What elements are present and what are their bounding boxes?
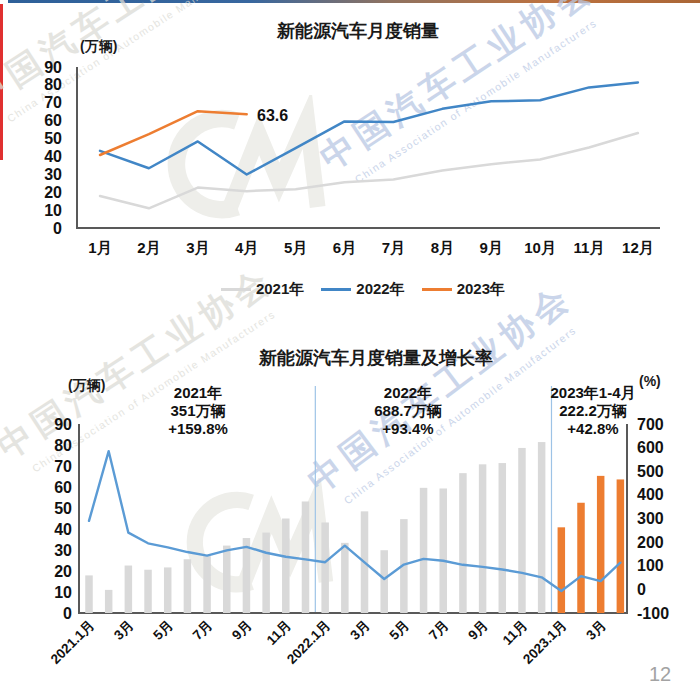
legend-swatch-2022 — [321, 288, 351, 292]
bottom-chart-title: 新能源汽车月度销量及增长率 — [26, 346, 700, 370]
bottom-chart-unit-left: (万辆) — [68, 377, 105, 395]
svg-text:70: 70 — [44, 94, 62, 111]
svg-text:7月: 7月 — [426, 618, 451, 643]
svg-text:5月: 5月 — [284, 239, 307, 256]
svg-text:30: 30 — [54, 542, 72, 559]
legend-label-2021: 2021年 — [256, 280, 304, 299]
svg-text:90: 90 — [54, 416, 72, 433]
svg-text:12月: 12月 — [622, 239, 654, 256]
svg-text:100: 100 — [637, 557, 664, 574]
svg-text:20: 20 — [44, 184, 62, 201]
svg-text:1月: 1月 — [88, 239, 111, 256]
svg-text:600: 600 — [637, 439, 664, 456]
svg-text:400: 400 — [637, 486, 664, 503]
svg-text:60: 60 — [44, 112, 62, 129]
top-chart-unit-label: (万辆) — [80, 38, 117, 56]
data-label-63-6: 63.6 — [257, 107, 288, 125]
svg-text:300: 300 — [637, 510, 664, 527]
svg-text:11月: 11月 — [264, 618, 294, 648]
top-chart-legend: 2021年 2022年 2023年 — [13, 280, 700, 299]
svg-text:10: 10 — [54, 584, 72, 601]
svg-text:200: 200 — [637, 534, 664, 551]
svg-text:0: 0 — [637, 581, 646, 598]
legend-item-2021: 2021年 — [221, 280, 304, 299]
svg-text:3月: 3月 — [583, 618, 608, 643]
legend-item-2022: 2022年 — [321, 280, 404, 299]
svg-text:2月: 2月 — [137, 239, 160, 256]
svg-text:10月: 10月 — [524, 239, 556, 256]
svg-text:30: 30 — [44, 166, 62, 183]
legend-label-2023: 2023年 — [457, 280, 505, 299]
svg-text:50: 50 — [44, 130, 62, 147]
svg-text:5月: 5月 — [387, 618, 412, 643]
slide: 中国汽车工业协会 China Association of Automobile… — [0, 0, 700, 694]
svg-text:2023.1月: 2023.1月 — [520, 618, 569, 667]
svg-text:9月: 9月 — [229, 618, 254, 643]
svg-text:20: 20 — [54, 563, 72, 580]
svg-text:60: 60 — [54, 479, 72, 496]
annotation-2023: 2023年1-4月 222.2万辆 +42.8% — [550, 384, 635, 438]
svg-text:9月: 9月 — [480, 239, 503, 256]
svg-text:6月: 6月 — [333, 239, 356, 256]
svg-text:7月: 7月 — [382, 239, 405, 256]
svg-text:40: 40 — [54, 521, 72, 538]
svg-text:4月: 4月 — [235, 239, 258, 256]
legend-swatch-2023 — [422, 288, 452, 292]
page-number: 12 — [649, 663, 671, 686]
svg-text:3月: 3月 — [186, 239, 209, 256]
svg-text:10: 10 — [44, 202, 62, 219]
svg-text:50: 50 — [54, 500, 72, 517]
svg-text:2021.1月: 2021.1月 — [48, 618, 97, 667]
svg-text:5月: 5月 — [150, 618, 175, 643]
annotation-2021: 2021年 351万辆 +159.8% — [168, 384, 228, 438]
svg-text:11月: 11月 — [574, 239, 605, 256]
legend-label-2022: 2022年 — [356, 280, 404, 299]
svg-text:500: 500 — [637, 463, 664, 480]
svg-text:70: 70 — [54, 458, 72, 475]
svg-text:80: 80 — [44, 76, 62, 93]
svg-text:700: 700 — [637, 416, 664, 433]
svg-text:3月: 3月 — [111, 618, 136, 643]
svg-text:40: 40 — [44, 148, 62, 165]
svg-text:80: 80 — [54, 437, 72, 454]
svg-text:9月: 9月 — [465, 618, 490, 643]
svg-text:8月: 8月 — [431, 239, 454, 256]
svg-text:90: 90 — [44, 59, 62, 76]
svg-text:11月: 11月 — [500, 618, 530, 648]
svg-text:-100: -100 — [637, 605, 669, 622]
legend-swatch-2021 — [221, 288, 251, 292]
svg-text:7月: 7月 — [190, 618, 215, 643]
legend-item-2023: 2023年 — [422, 280, 505, 299]
svg-text:3月: 3月 — [347, 618, 372, 643]
svg-text:0: 0 — [53, 220, 62, 237]
bottom-chart-unit-right: (%) — [639, 373, 661, 389]
svg-text:0: 0 — [63, 605, 72, 622]
annotation-2022: 2022年 688.7万辆 +93.4% — [374, 384, 442, 438]
svg-text:2022.1月: 2022.1月 — [284, 618, 333, 667]
